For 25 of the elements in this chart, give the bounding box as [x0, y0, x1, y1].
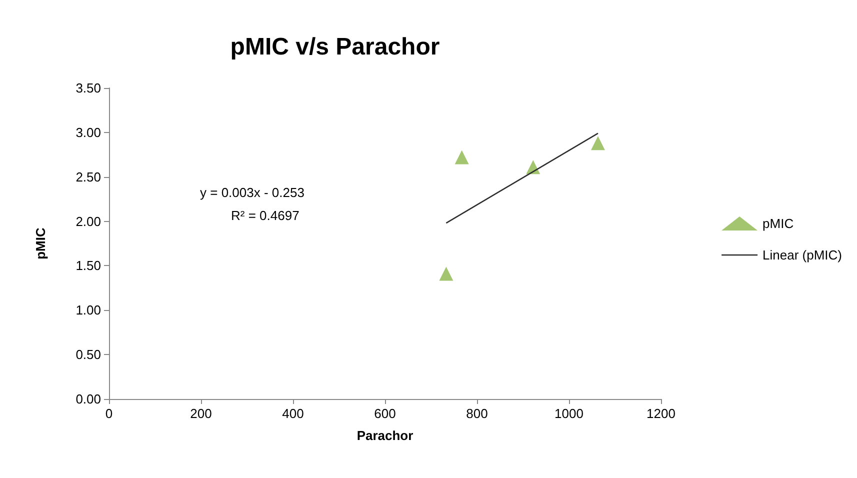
x-tick-label: 0 [105, 406, 113, 421]
x-tick-label: 1000 [554, 406, 584, 421]
y-tick-label: 3.50 [76, 80, 101, 96]
y-tick-label: 0.00 [76, 392, 101, 406]
y-tick-label: 3.00 [76, 124, 101, 140]
x-tick-label: 1200 [646, 406, 676, 421]
x-tick-label: 400 [282, 406, 304, 421]
point [590, 136, 605, 150]
y-tick-label: 1.50 [76, 258, 101, 274]
x-tick-label: 600 [374, 406, 396, 421]
y-tick-label: 1.00 [76, 302, 101, 318]
x-tick-label: 800 [466, 406, 488, 421]
x-axis-title: Parachor [356, 428, 414, 443]
point [439, 266, 454, 281]
y-tick-label: 2.50 [76, 169, 101, 184]
x-tick-label: 200 [190, 406, 212, 421]
y-axis-title: pMIC [33, 227, 48, 260]
y-tick-label: 2.00 [76, 214, 101, 229]
annotation: R² = 0.4697 [231, 208, 300, 223]
legend-label: pMIC [762, 216, 794, 231]
point [454, 150, 469, 164]
annotation: y = 0.003x - 0.253 [200, 185, 304, 200]
legend-label: Linear (pMIC) [762, 248, 842, 262]
chart-title: pMIC v/s Parachor [230, 34, 440, 60]
y-tick-label: 0.50 [76, 347, 101, 362]
